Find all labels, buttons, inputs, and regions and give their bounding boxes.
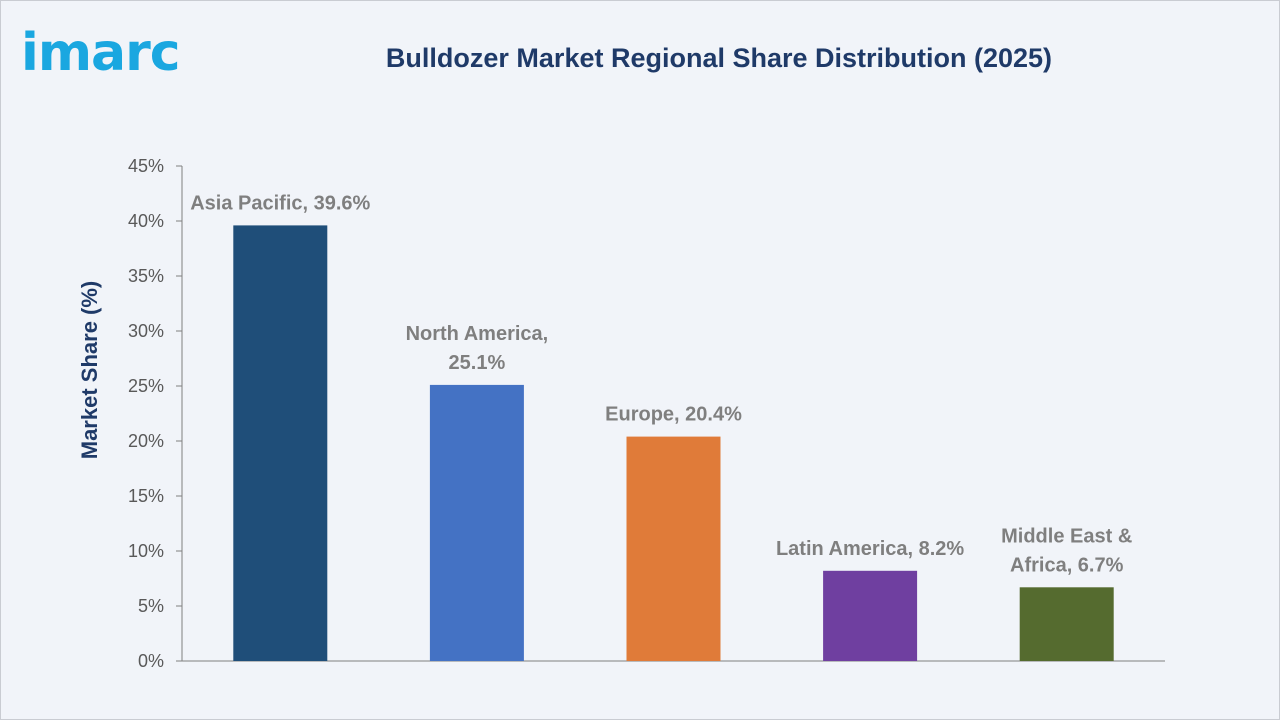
y-tick-label: 15% (128, 486, 164, 506)
chart-title: Bulldozer Market Regional Share Distribu… (385, 43, 1053, 73)
bar-north-america (429, 384, 524, 661)
data-label: Africa, 6.7% (1010, 554, 1124, 576)
data-label: Europe, 20.4% (605, 404, 742, 426)
bar-asia-pacific (233, 225, 328, 661)
y-tick-label: 0% (138, 651, 164, 671)
data-label: Middle East & (1001, 525, 1132, 547)
y-axis-title: Market Share (%) (77, 281, 102, 460)
y-tick-label: 20% (128, 431, 164, 451)
y-tick-label: 25% (128, 376, 164, 396)
y-tick-label: 10% (128, 541, 164, 561)
y-tick-label: 30% (128, 321, 164, 341)
imarc-logo: imarc (21, 23, 181, 83)
y-tick-label: 45% (128, 156, 164, 176)
data-label: Asia Pacific, 39.6% (190, 192, 370, 214)
bar-middle-east-africa (1019, 587, 1114, 661)
y-tick-label: 35% (128, 266, 164, 286)
data-label: Latin America, 8.2% (776, 538, 964, 560)
y-tick-label: 40% (128, 211, 164, 231)
y-tick-label: 5% (138, 596, 164, 616)
bar-latin-america (823, 570, 918, 661)
data-label: 25.1% (449, 352, 506, 374)
data-label: North America, (406, 323, 549, 345)
bar-europe (626, 436, 721, 661)
